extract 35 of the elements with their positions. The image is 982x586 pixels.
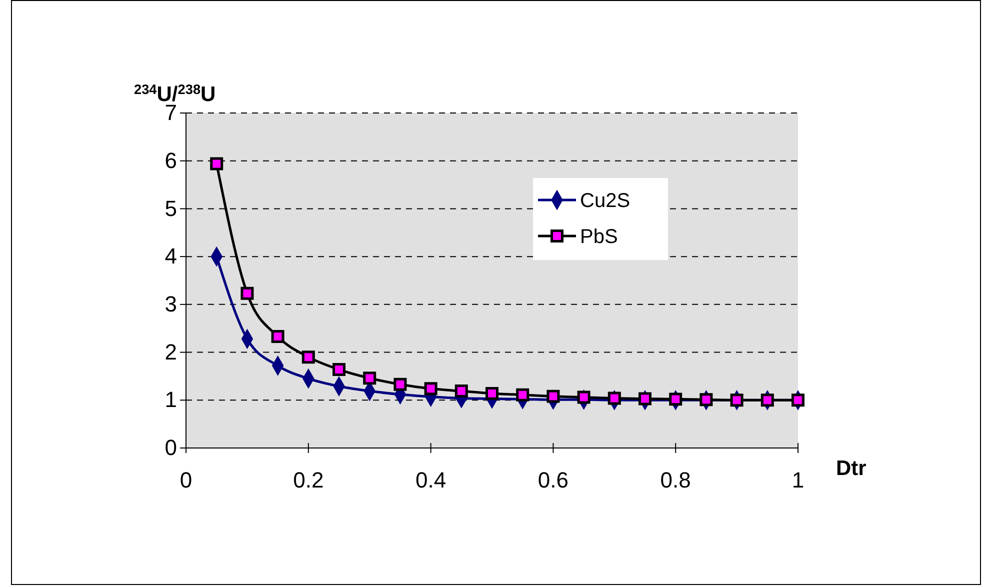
y-tick-label: 1 <box>164 387 177 412</box>
y-tick-label: 4 <box>164 244 177 269</box>
x-tick-label: 0.6 <box>538 467 568 492</box>
y-tick-label: 2 <box>164 339 177 364</box>
point <box>394 378 407 391</box>
point <box>240 286 254 300</box>
x-tick-label: 0.2 <box>293 467 324 492</box>
point <box>669 392 682 406</box>
point <box>760 394 774 407</box>
point <box>271 330 284 343</box>
x-tick-label: 1 <box>792 467 804 492</box>
point <box>332 363 346 376</box>
y-tick-label: 3 <box>164 291 177 316</box>
point <box>792 394 804 407</box>
point <box>546 390 560 403</box>
point <box>638 392 652 406</box>
y-tick-label: 5 <box>164 196 177 221</box>
point <box>454 384 468 398</box>
y-tick-label: 6 <box>164 148 177 173</box>
point <box>700 393 713 406</box>
legend-label: PbS <box>580 226 618 248</box>
point <box>516 388 530 402</box>
point <box>424 382 438 396</box>
y-tick-label: 0 <box>164 435 177 460</box>
point <box>363 372 376 385</box>
legend-label: Cu2S <box>580 190 630 212</box>
point <box>577 390 590 404</box>
point <box>486 386 498 400</box>
x-axis-title: Dtr <box>836 457 866 480</box>
x-tick-label: 0.4 <box>416 467 446 492</box>
point <box>608 392 621 405</box>
point <box>210 157 224 170</box>
point <box>302 350 315 364</box>
point <box>730 394 744 407</box>
x-tick-label: 0.8 <box>660 467 691 492</box>
